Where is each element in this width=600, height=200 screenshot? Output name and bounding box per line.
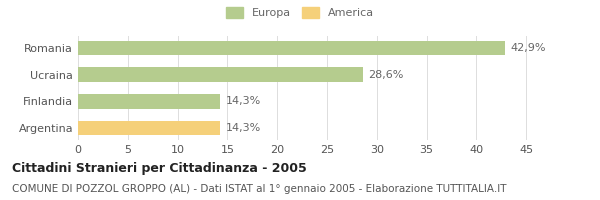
Bar <box>78 41 505 55</box>
Bar <box>78 121 220 135</box>
Bar <box>78 94 220 109</box>
Text: 42,9%: 42,9% <box>510 43 545 53</box>
Text: COMUNE DI POZZOL GROPPO (AL) - Dati ISTAT al 1° gennaio 2005 - Elaborazione TUTT: COMUNE DI POZZOL GROPPO (AL) - Dati ISTA… <box>12 184 506 194</box>
Text: 28,6%: 28,6% <box>368 70 403 80</box>
Bar <box>78 67 363 82</box>
Legend: Europa, America: Europa, America <box>226 7 374 18</box>
Text: 14,3%: 14,3% <box>226 96 260 106</box>
Text: Cittadini Stranieri per Cittadinanza - 2005: Cittadini Stranieri per Cittadinanza - 2… <box>12 162 307 175</box>
Text: 14,3%: 14,3% <box>226 123 260 133</box>
